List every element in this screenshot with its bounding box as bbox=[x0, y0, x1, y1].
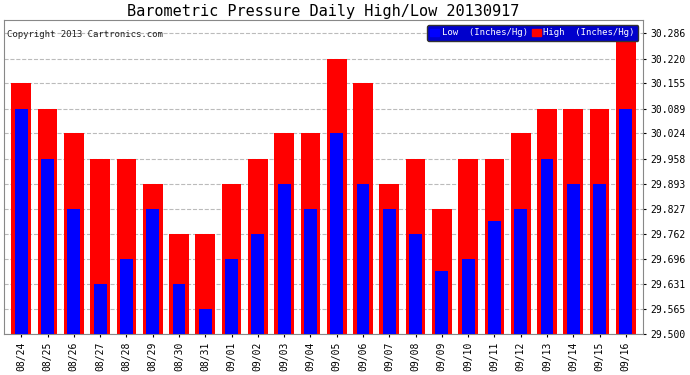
Bar bbox=[327, 58, 346, 334]
Bar bbox=[301, 134, 320, 334]
Bar bbox=[146, 209, 159, 334]
Bar bbox=[462, 259, 475, 334]
Bar bbox=[590, 109, 609, 334]
Bar bbox=[353, 83, 373, 334]
Bar bbox=[117, 159, 136, 334]
Bar bbox=[537, 109, 557, 334]
Bar bbox=[357, 184, 369, 334]
Bar bbox=[383, 209, 395, 334]
Bar bbox=[248, 159, 268, 334]
Bar bbox=[304, 209, 317, 334]
Bar bbox=[593, 184, 606, 334]
Bar bbox=[432, 209, 452, 334]
Bar bbox=[94, 284, 106, 334]
Bar bbox=[68, 209, 80, 334]
Bar bbox=[15, 109, 28, 334]
Bar bbox=[274, 134, 294, 334]
Bar bbox=[64, 134, 83, 334]
Bar bbox=[120, 259, 132, 334]
Bar bbox=[484, 159, 504, 334]
Bar bbox=[12, 83, 31, 334]
Bar bbox=[172, 284, 186, 334]
Bar bbox=[221, 184, 242, 334]
Bar bbox=[277, 184, 290, 334]
Bar bbox=[380, 184, 399, 334]
Bar bbox=[435, 271, 448, 334]
Bar bbox=[620, 109, 632, 334]
Bar bbox=[331, 134, 343, 334]
Bar bbox=[567, 184, 580, 334]
Bar bbox=[406, 159, 426, 334]
Bar bbox=[225, 259, 238, 334]
Text: Copyright 2013 Cartronics.com: Copyright 2013 Cartronics.com bbox=[8, 30, 164, 39]
Bar bbox=[488, 221, 501, 334]
Bar bbox=[540, 159, 553, 334]
Bar bbox=[511, 134, 531, 334]
Bar bbox=[195, 234, 215, 334]
Bar bbox=[41, 159, 54, 334]
Title: Barometric Pressure Daily High/Low 20130917: Barometric Pressure Daily High/Low 20130… bbox=[128, 4, 520, 19]
Bar bbox=[169, 234, 189, 334]
Bar bbox=[251, 234, 264, 334]
Legend: Low  (Inches/Hg), High  (Inches/Hg): Low (Inches/Hg), High (Inches/Hg) bbox=[426, 25, 638, 41]
Bar bbox=[199, 309, 212, 334]
Bar bbox=[616, 33, 635, 334]
Bar bbox=[409, 234, 422, 334]
Bar bbox=[514, 209, 527, 334]
Bar bbox=[38, 109, 57, 334]
Bar bbox=[90, 159, 110, 334]
Bar bbox=[564, 109, 583, 334]
Bar bbox=[143, 184, 163, 334]
Bar bbox=[458, 159, 478, 334]
